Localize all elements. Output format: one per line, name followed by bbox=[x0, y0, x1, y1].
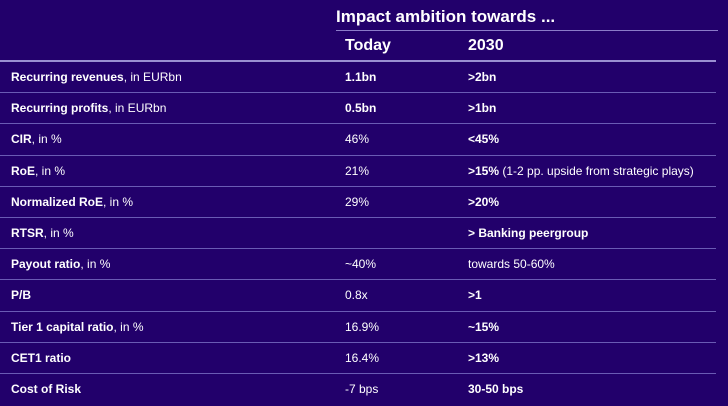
metric-name: RoE bbox=[11, 163, 35, 178]
table-row: Cost of Risk -7 bps 30-50 bps bbox=[0, 374, 716, 405]
metric-name: Normalized RoE bbox=[11, 194, 104, 209]
metric-label: Normalized RoE, in % bbox=[11, 195, 133, 209]
metric-unit: , in % bbox=[43, 225, 74, 240]
heading-divider bbox=[336, 30, 718, 31]
table-row: Normalized RoE, in % 29% >20% bbox=[0, 187, 716, 218]
today-value: 16.4% bbox=[345, 350, 380, 365]
metric-label: CIR, in % bbox=[11, 132, 62, 146]
table-heading: Impact ambition towards ... bbox=[336, 7, 556, 26]
target-main: ~15% bbox=[468, 319, 500, 334]
target-value: >20% bbox=[468, 195, 499, 209]
column-header-2030: 2030 bbox=[468, 37, 504, 54]
target-value: towards 50-60% bbox=[468, 257, 555, 271]
table-row: Tier 1 capital ratio, in % 16.9% ~15% bbox=[0, 312, 716, 343]
metric-unit: , in % bbox=[80, 257, 111, 272]
table-row: CIR, in % 46% <45% bbox=[0, 124, 716, 156]
target-value: ~15% bbox=[468, 320, 499, 334]
table-row: CET1 ratio 16.4% >13% bbox=[0, 343, 716, 374]
metric-unit: , in EURbn bbox=[108, 101, 167, 116]
today-value: 29% bbox=[345, 194, 370, 209]
target-value: > Banking peergroup bbox=[468, 226, 588, 240]
target-value: >2bn bbox=[468, 70, 496, 84]
metric-label: CET1 ratio bbox=[11, 351, 71, 365]
target-main: >1bn bbox=[468, 101, 497, 116]
metric-label: RTSR, in % bbox=[11, 226, 74, 240]
table-row: RoE, in % 21% >15% (1-2 pp. upside from … bbox=[0, 156, 716, 187]
metric-label: Tier 1 capital ratio, in % bbox=[11, 320, 144, 334]
metric-name: Recurring profits bbox=[11, 101, 109, 116]
target-main: >15% bbox=[468, 163, 500, 178]
target-main: >1 bbox=[468, 288, 482, 303]
target-main: >20% bbox=[468, 194, 500, 209]
target-value: >1 bbox=[468, 288, 482, 302]
metric-label: RoE, in % bbox=[11, 164, 65, 178]
table-row: Recurring profits, in EURbn 0.5bn >1bn bbox=[0, 93, 716, 125]
metric-name: Tier 1 capital ratio bbox=[11, 319, 114, 334]
today-value: 46% bbox=[345, 132, 370, 147]
target-value: >13% bbox=[468, 351, 499, 365]
today-value: 0.8x bbox=[345, 288, 368, 303]
today-value: 0.5bn bbox=[345, 101, 377, 116]
target-main: >2bn bbox=[468, 70, 497, 84]
target-main: towards 50-60% bbox=[468, 257, 555, 272]
target-main: 30-50 bps bbox=[468, 381, 524, 396]
table-row: Payout ratio, in % ~40% towards 50-60% bbox=[0, 249, 716, 281]
today-value: ~40% bbox=[345, 257, 377, 272]
target-main: >13% bbox=[468, 350, 500, 365]
metric-unit: , in EURbn bbox=[123, 70, 182, 84]
metric-name: Recurring revenues bbox=[11, 70, 124, 84]
metric-label: Cost of Risk bbox=[11, 382, 81, 396]
metric-unit: , in % bbox=[31, 132, 62, 147]
header-divider bbox=[0, 60, 716, 62]
metric-label: P/B bbox=[11, 288, 31, 302]
target-value: <45% bbox=[468, 132, 499, 146]
target-value: >1bn bbox=[468, 101, 496, 115]
metric-name: Payout ratio bbox=[11, 257, 81, 272]
metric-name: RTSR bbox=[11, 225, 44, 240]
column-header-today: Today bbox=[345, 37, 391, 54]
metric-label: Payout ratio, in % bbox=[11, 257, 110, 271]
today-value: -7 bps bbox=[345, 381, 379, 396]
target-value: >15% (1-2 pp. upside from strategic play… bbox=[468, 164, 694, 178]
metric-unit: , in % bbox=[103, 194, 134, 209]
metric-unit: , in % bbox=[35, 163, 66, 178]
target-note: (1-2 pp. upside from strategic plays) bbox=[499, 163, 694, 178]
table-row: RTSR, in % > Banking peergroup bbox=[0, 218, 716, 250]
target-main: > Banking peergroup bbox=[468, 225, 589, 240]
metric-name: Cost of Risk bbox=[11, 381, 82, 396]
metric-name: CET1 ratio bbox=[11, 350, 72, 365]
metric-unit: , in % bbox=[113, 319, 144, 334]
table-row: Recurring revenues, in EURbn 1.1bn >2bn bbox=[0, 62, 716, 94]
metric-name: P/B bbox=[11, 288, 32, 303]
today-value: 1.1bn bbox=[345, 70, 377, 84]
kpi-table: Recurring revenues, in EURbn 1.1bn >2bn … bbox=[0, 62, 716, 405]
metric-name: CIR bbox=[11, 132, 32, 147]
today-value: 21% bbox=[345, 163, 370, 178]
table-row: P/B 0.8x >1 bbox=[0, 280, 716, 312]
target-value: 30-50 bps bbox=[468, 382, 523, 396]
metric-label: Recurring profits, in EURbn bbox=[11, 101, 166, 115]
metric-label: Recurring revenues, in EURbn bbox=[11, 70, 182, 84]
target-main: <45% bbox=[468, 132, 500, 147]
today-value: 16.9% bbox=[345, 319, 380, 334]
